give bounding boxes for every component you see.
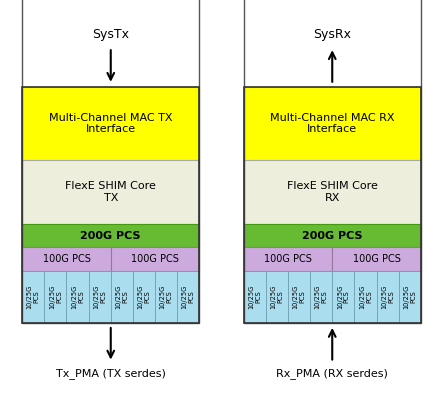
Text: 100G PCS: 100G PCS [353, 254, 400, 264]
Bar [111, 247, 199, 271]
Bar [288, 271, 310, 323]
Text: Rx_PMA (RX serdes): Rx_PMA (RX serdes) [276, 368, 388, 379]
Text: 10/25G
PCS: 10/25G PCS [292, 285, 306, 309]
Text: 10/25G
PCS: 10/25G PCS [49, 285, 62, 309]
Text: 10/25G
PCS: 10/25G PCS [248, 285, 261, 309]
Text: FlexE SHIM Core
TX: FlexE SHIM Core TX [65, 181, 156, 203]
Text: 10/25G
PCS: 10/25G PCS [159, 285, 173, 309]
Text: 10/25G
PCS: 10/25G PCS [137, 285, 151, 309]
Bar [66, 271, 89, 323]
Bar [155, 271, 177, 323]
Bar [89, 271, 111, 323]
Text: 10/25G
PCS: 10/25G PCS [93, 285, 106, 309]
Text: Tx_PMA (TX serdes): Tx_PMA (TX serdes) [56, 368, 166, 379]
Bar [22, 87, 199, 323]
Bar [22, 224, 199, 247]
Bar [111, 271, 133, 323]
Text: Multi-Channel MAC RX
Interface: Multi-Channel MAC RX Interface [270, 113, 395, 134]
Text: 10/25G
PCS: 10/25G PCS [115, 285, 128, 309]
Text: FlexE SHIM Core
RX: FlexE SHIM Core RX [287, 181, 378, 203]
Bar [244, 87, 421, 323]
Bar [310, 271, 332, 323]
Bar [332, 247, 421, 271]
Text: 200G PCS: 200G PCS [302, 230, 362, 241]
Bar [399, 271, 421, 323]
Text: 10/25G
PCS: 10/25G PCS [71, 285, 84, 309]
Bar [22, 160, 199, 224]
Text: Multi-Channel MAC TX
Interface: Multi-Channel MAC TX Interface [49, 113, 172, 134]
Text: 100G PCS: 100G PCS [264, 254, 312, 264]
Text: SysTx: SysTx [92, 28, 129, 41]
Bar [266, 271, 288, 323]
Text: 10/25G
PCS: 10/25G PCS [337, 285, 350, 309]
Bar [22, 247, 111, 271]
Bar [44, 271, 66, 323]
Bar [22, 87, 199, 160]
Text: 10/25G
PCS: 10/25G PCS [359, 285, 372, 309]
Bar [244, 87, 421, 160]
Text: 10/25G
PCS: 10/25G PCS [182, 285, 195, 309]
Bar [133, 271, 155, 323]
Text: 10/25G
PCS: 10/25G PCS [270, 285, 284, 309]
Text: 10/25G
PCS: 10/25G PCS [27, 285, 40, 309]
Text: 100G PCS: 100G PCS [131, 254, 179, 264]
Text: 200G PCS: 200G PCS [81, 230, 141, 241]
Bar [377, 271, 399, 323]
Bar [177, 271, 199, 323]
Bar [244, 271, 266, 323]
Bar [22, 271, 44, 323]
Bar [332, 271, 354, 323]
Bar [22, 0, 199, 323]
Text: SysRx: SysRx [313, 28, 351, 41]
Bar [244, 160, 421, 224]
Text: 10/25G
PCS: 10/25G PCS [381, 285, 394, 309]
Bar [244, 0, 421, 323]
Text: 10/25G
PCS: 10/25G PCS [315, 285, 328, 309]
Text: 100G PCS: 100G PCS [43, 254, 90, 264]
Text: 10/25G
PCS: 10/25G PCS [403, 285, 416, 309]
Bar [244, 247, 332, 271]
Bar [244, 224, 421, 247]
Bar [354, 271, 377, 323]
